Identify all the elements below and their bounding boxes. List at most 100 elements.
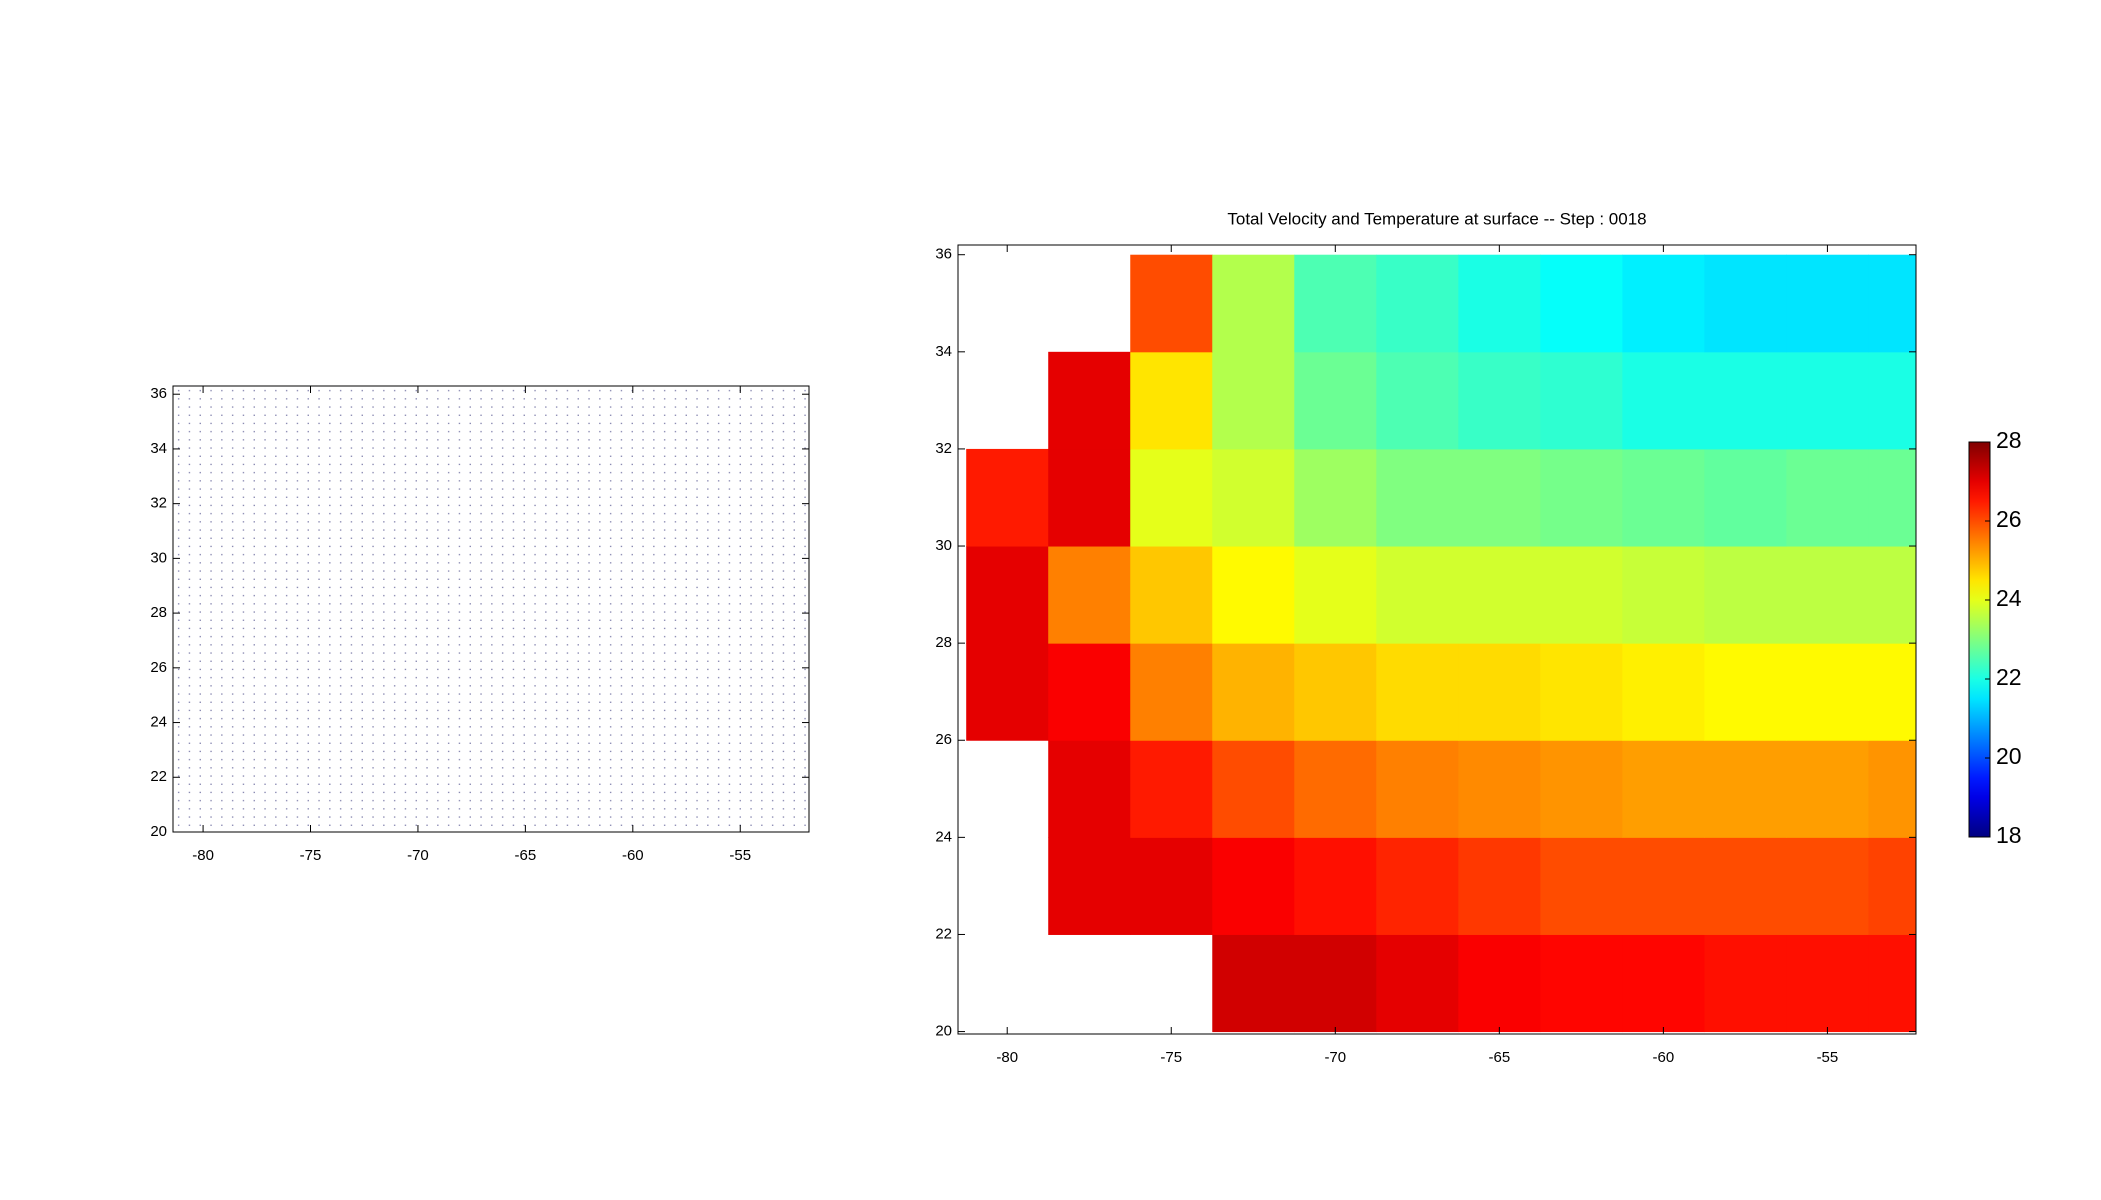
heat-cell [1294,837,1377,935]
heat-cell [1540,643,1623,741]
heat-cell [1868,351,1917,450]
y-tick-label: 36 [150,385,167,402]
y-tick-label: 30 [150,549,167,566]
heat-cell [1130,351,1213,450]
heat-cell [1212,837,1295,935]
heat-cell [1458,254,1541,353]
heat-cell [1704,448,1787,547]
heat-cell [966,643,1049,741]
y-tick-label: 26 [150,659,167,676]
y-tick-label: 22 [935,925,952,942]
heat-cell [1130,254,1213,353]
colorbar-tick-label: 20 [1996,743,2022,769]
heat-cell [1786,740,1869,838]
heat-cell [1048,448,1131,547]
y-tick-label: 26 [935,731,952,748]
heat-cell [1786,837,1869,935]
heat-cell [1868,254,1917,353]
heat-cell [1294,254,1377,353]
x-tick-label: -75 [1160,1049,1182,1066]
colorbar-tick-label: 22 [1996,664,2022,690]
y-tick-label: 22 [150,768,167,785]
heat-cell [1294,448,1377,547]
x-tick-label: -60 [622,847,644,864]
heat-cell [1294,740,1377,838]
heat-cell [1130,546,1213,644]
heat-cell [1212,546,1295,644]
x-tick-label: -80 [192,847,214,864]
heat-cell [1212,740,1295,838]
heat-cell [1458,546,1541,644]
x-tick-label: -65 [1488,1049,1510,1066]
heat-cell [1376,643,1459,741]
colorbar-tick-label: 24 [1996,585,2022,611]
heat-cell [1704,351,1787,450]
heat-cell [966,546,1049,644]
heat-cell [1130,643,1213,741]
heat-cell [1458,351,1541,450]
heat-cell [1622,837,1705,935]
y-tick-label: 28 [150,604,167,621]
heat-cell [1376,546,1459,644]
chart-title: Total Velocity and Temperature at surfac… [1227,209,1646,228]
heat-cell [1786,643,1869,741]
heat-cell [1212,254,1295,353]
heat-cell [966,448,1049,547]
heat-cell [1540,837,1623,935]
colorbar-tick-label: 26 [1996,506,2022,532]
colorbar-tick-label: 18 [1996,822,2022,848]
y-tick-label: 36 [935,246,952,263]
heat-cell [1704,546,1787,644]
heat-cell [1294,546,1377,644]
heat-cell [1540,448,1623,547]
vector-dots [173,386,809,832]
heat-cell [1704,643,1787,741]
heat-cell [1622,254,1705,353]
x-tick-label: -60 [1653,1049,1675,1066]
heat-cell [1130,740,1213,838]
y-tick-label: 32 [150,495,167,512]
heat-cell [1622,643,1705,741]
heat-cell [1376,254,1459,353]
heat-cell [1868,448,1917,547]
heat-cell [1458,837,1541,935]
heat-cell [1376,351,1459,450]
heat-cell [1786,351,1869,450]
heat-cell [1212,643,1295,741]
heat-cell [1704,254,1787,353]
y-tick-label: 34 [935,343,952,360]
heat-cell [1868,643,1917,741]
x-tick-label: -70 [407,847,429,864]
heat-cell [1540,351,1623,450]
heat-cell [1622,448,1705,547]
heat-cell [1048,643,1131,741]
heat-cell [1130,837,1213,935]
heat-cell [1294,643,1377,741]
x-tick-label: -75 [300,847,322,864]
heat-cell [1868,837,1917,935]
heat-cell [1622,934,1705,1033]
heat-cell [1622,546,1705,644]
heat-cell [1376,740,1459,838]
axes-frame [172,385,810,833]
heat-cell [1704,740,1787,838]
x-tick-label: -55 [729,847,751,864]
heat-cell [1376,448,1459,547]
x-tick-label: -80 [996,1049,1018,1066]
heat-cell [1704,837,1787,935]
heat-cell [1786,254,1869,353]
y-tick-label: 34 [150,440,167,457]
heat-cell [1294,934,1377,1033]
heat-cell [1704,934,1787,1033]
heat-cell [1294,351,1377,450]
heat-cell [1540,546,1623,644]
heat-cell [1868,740,1917,838]
y-tick-label: 24 [935,828,952,845]
heat-cell [1540,934,1623,1033]
colorbar [1968,441,1991,838]
heat-cell [1212,351,1295,450]
heat-cell [1048,351,1131,450]
heat-cell [1868,546,1917,644]
heat-cell [1048,546,1131,644]
y-tick-label: 32 [935,440,952,457]
